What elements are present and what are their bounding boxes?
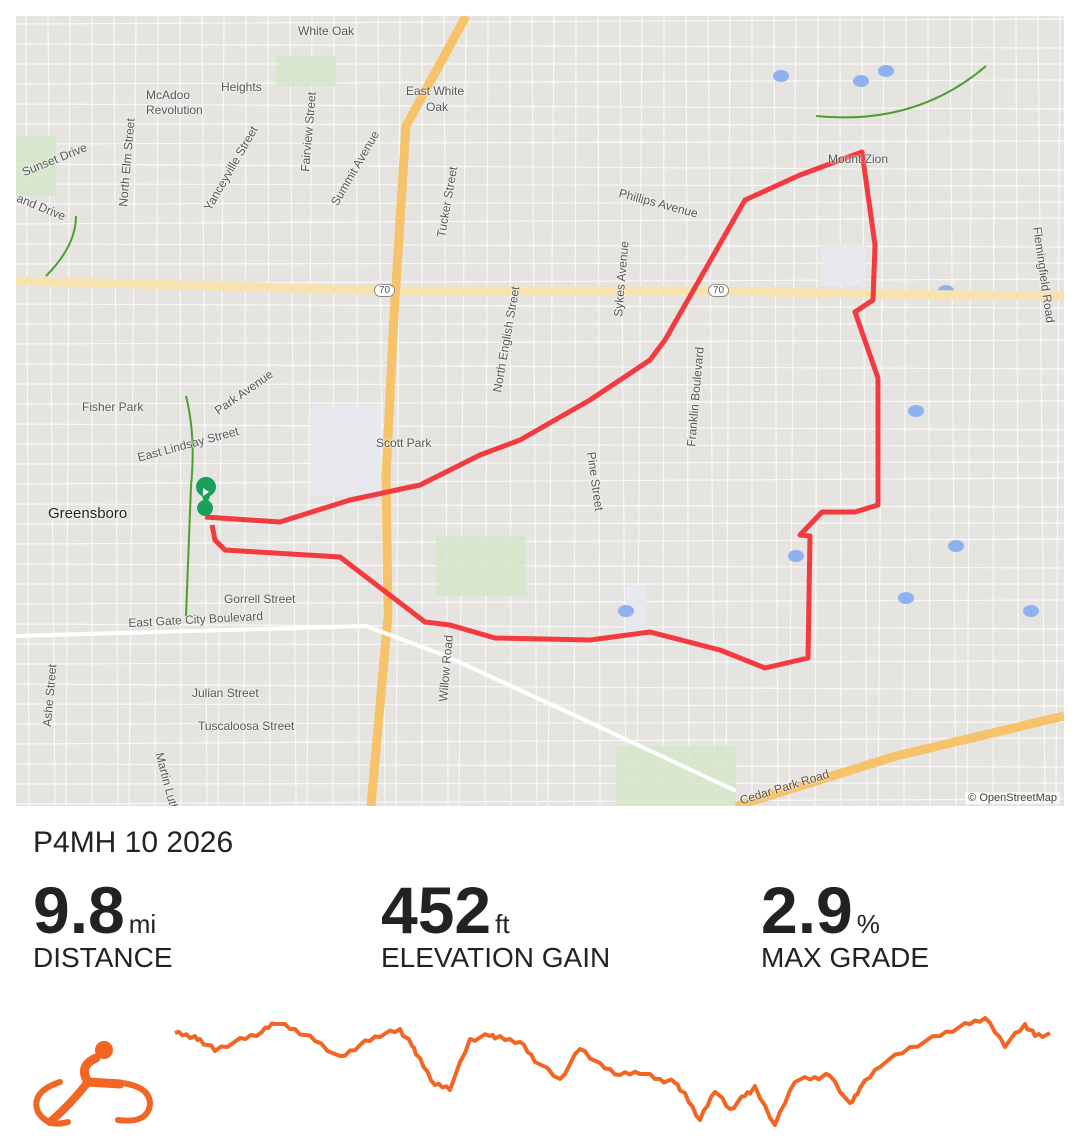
map-label: Mount Zion	[828, 152, 889, 166]
map-label: Revolution	[146, 103, 203, 117]
map-label: Tuscaloosa Street	[198, 719, 295, 733]
stat-value: 2.9	[761, 873, 853, 947]
route-map[interactable]: White Oak McAdoo Heights Revolution East Whi…	[16, 16, 1064, 806]
route-title: P4MH 10 2026	[33, 826, 234, 859]
water-body	[948, 540, 964, 552]
park-area	[436, 536, 526, 596]
water-body	[1023, 605, 1039, 617]
water-body	[908, 405, 924, 417]
map-label: 70	[374, 284, 396, 297]
industrial-area	[626, 586, 646, 641]
water-body	[878, 65, 894, 77]
stat-value: 452	[381, 873, 492, 947]
stat-distance: 9.8 mi DISTANCE	[33, 872, 173, 974]
water-body	[898, 592, 914, 604]
highway-cedar-park	[734, 711, 1064, 806]
industrial-area	[821, 246, 866, 286]
start-marker-icon	[197, 500, 214, 516]
highway-70	[16, 276, 1064, 301]
map-label: Heights	[221, 80, 262, 94]
stat-unit: %	[856, 909, 880, 939]
play-icon	[203, 488, 209, 496]
map-label: White Oak	[298, 24, 355, 38]
stat-elevation-gain: 452 ft ELEVATION GAIN	[381, 872, 610, 974]
street-grid	[16, 16, 1064, 806]
route-line	[204, 149, 881, 671]
major-road	[16, 623, 737, 793]
park-area	[276, 56, 336, 86]
map-canvas	[16, 16, 1064, 806]
greenway-trail	[45, 65, 987, 617]
cyclist-icon	[33, 1041, 154, 1127]
stat-label: MAX GRADE	[761, 942, 930, 973]
water-body	[773, 70, 789, 82]
stat-unit: mi	[128, 909, 157, 939]
map-label: Greensboro	[48, 505, 128, 522]
highway-interstate	[366, 16, 470, 806]
map-attribution[interactable]: © OpenStreetMap	[965, 792, 1060, 804]
map-label: McAdoo	[146, 88, 191, 102]
map-label: Scott Park	[376, 436, 432, 450]
park-area	[16, 136, 56, 196]
map-label: Julian Street	[192, 686, 259, 700]
water-body	[853, 75, 869, 87]
map-label: Fisher Park	[82, 400, 144, 414]
water-body	[618, 605, 634, 617]
map-label: 70	[708, 284, 730, 297]
stat-label: DISTANCE	[33, 942, 173, 973]
water-body	[788, 550, 804, 562]
map-label: Oak	[426, 100, 449, 114]
stat-max-grade: 2.9% MAX GRADE	[761, 872, 929, 974]
elevation-line	[174, 1016, 1051, 1127]
map-label: East White	[406, 84, 465, 98]
industrial-area	[311, 406, 381, 496]
map-label: Gorrell Street	[224, 592, 296, 606]
stat-value: 9.8	[33, 873, 125, 947]
stat-unit: ft	[495, 909, 510, 939]
stat-label: ELEVATION GAIN	[381, 942, 611, 973]
elevation-profile	[33, 1016, 1051, 1127]
park-area	[616, 746, 736, 806]
